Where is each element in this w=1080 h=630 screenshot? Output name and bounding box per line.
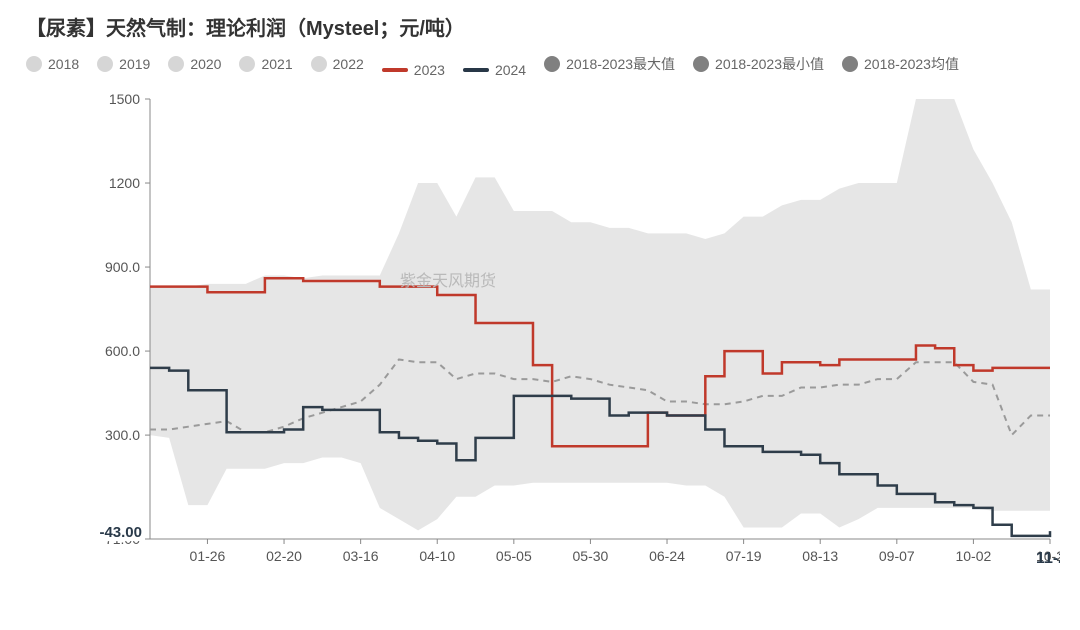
- legend-item[interactable]: 2023: [382, 57, 445, 83]
- x-tick-label: 05-05: [496, 548, 532, 564]
- x-tick-label: 09-07: [879, 548, 915, 564]
- y-tick-label: 900.0: [105, 259, 140, 275]
- legend-label: 2022: [333, 51, 364, 77]
- y-tick-label: 1500: [109, 91, 140, 107]
- legend-item[interactable]: 2021: [239, 51, 292, 77]
- legend-item[interactable]: 2018-2023最小值: [693, 51, 824, 77]
- legend-item[interactable]: 2018: [26, 51, 79, 77]
- chart-area: -71.00300.0600.0900.01200150001-2602-200…: [20, 89, 1060, 589]
- legend-label: 2024: [495, 57, 526, 83]
- legend-label: 2020: [190, 51, 221, 77]
- y-tick-label: 1200: [109, 175, 140, 191]
- chart-title: 【尿素】天然气制：理论利润（Mysteel；元/吨）: [26, 12, 1060, 41]
- legend-label: 2021: [261, 51, 292, 77]
- x-tick-label: 10-02: [955, 548, 991, 564]
- x-tick-label: 04-10: [419, 548, 455, 564]
- legend-item[interactable]: 2022: [311, 51, 364, 77]
- x-tick-label: 05-30: [573, 548, 609, 564]
- end-value-y: -43.00: [99, 524, 142, 541]
- y-tick-label: 600.0: [105, 343, 140, 359]
- y-tick-label: 300.0: [105, 427, 140, 443]
- legend-label: 2018-2023最小值: [715, 51, 824, 77]
- legend: 2018 2019 2020 2021 2022 2023 2024 2018-2023最大值…: [26, 51, 1060, 83]
- legend-label: 2019: [119, 51, 150, 77]
- x-tick-label: 07-19: [726, 548, 762, 564]
- x-tick-label: 03-16: [343, 548, 379, 564]
- x-tick-label: 08-13: [802, 548, 838, 564]
- legend-item[interactable]: 2020: [168, 51, 221, 77]
- legend-label: 2018-2023均值: [864, 51, 959, 77]
- x-tick-label: 06-24: [649, 548, 685, 564]
- legend-label: 2018: [48, 51, 79, 77]
- end-value-x: 11-22: [1036, 550, 1060, 567]
- legend-label: 2018-2023最大值: [566, 51, 675, 77]
- legend-item[interactable]: 2018-2023最大值: [544, 51, 675, 77]
- x-tick-label: 02-20: [266, 548, 302, 564]
- legend-item[interactable]: 2024: [463, 57, 526, 83]
- x-tick-label: 01-26: [190, 548, 226, 564]
- legend-label: 2023: [414, 57, 445, 83]
- legend-item[interactable]: 2019: [97, 51, 150, 77]
- legend-item[interactable]: 2018-2023均值: [842, 51, 959, 77]
